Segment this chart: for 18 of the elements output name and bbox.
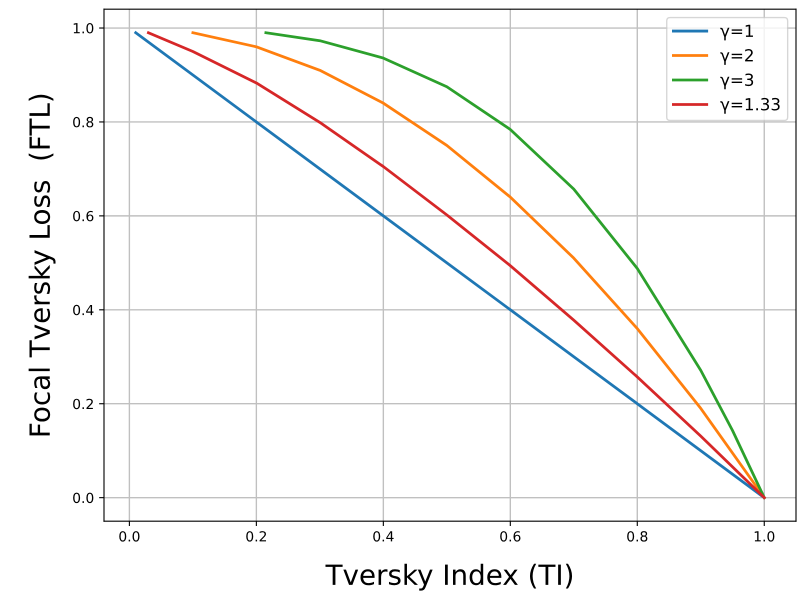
x-tick-label: 0.2 (246, 531, 266, 542)
legend-label: γ=1 (720, 24, 753, 40)
y-tick-label: 1.0 (74, 22, 94, 34)
x-tick-label: 1.0 (754, 531, 774, 542)
y-axis-title: Focal Tversky Loss (FTL) (28, 94, 56, 436)
y-tick-label: 0.0 (73, 492, 94, 504)
y-tick-label: 0.8 (73, 116, 94, 128)
y-tick-label: 0.4 (73, 304, 94, 316)
legend-label: γ=3 (720, 73, 754, 90)
x-tick-label: 0.0 (119, 531, 140, 542)
legend-label: γ=1.33 (720, 98, 780, 114)
legend-label: γ=2 (720, 49, 753, 65)
y-tick-label: 0.2 (73, 398, 93, 410)
x-axis-title: Tversky Index (TI) (325, 564, 572, 591)
x-tick-label: 0.8 (627, 531, 648, 542)
x-tick-label: 0.4 (373, 531, 394, 542)
y-tick-label: 0.6 (73, 210, 94, 222)
x-tick-label: 0.6 (500, 531, 520, 542)
